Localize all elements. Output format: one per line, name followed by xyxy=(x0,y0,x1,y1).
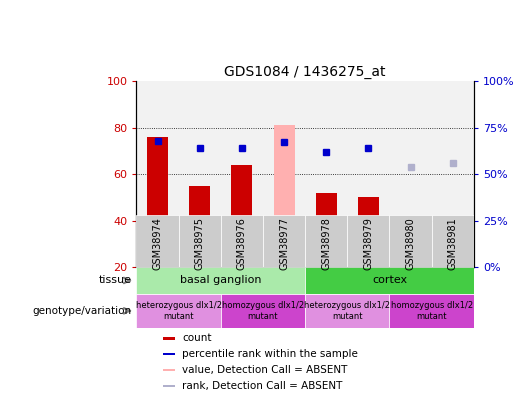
Bar xyxy=(136,294,221,328)
Bar xyxy=(221,294,305,328)
Bar xyxy=(389,215,432,267)
Bar xyxy=(305,81,347,267)
Bar xyxy=(442,244,464,267)
Text: GSM38974: GSM38974 xyxy=(152,217,163,270)
Bar xyxy=(136,215,179,267)
Text: genotype/variation: genotype/variation xyxy=(32,306,131,316)
Text: homozygous dlx1/2
mutant: homozygous dlx1/2 mutant xyxy=(390,301,473,320)
Bar xyxy=(316,193,337,267)
Bar xyxy=(163,369,175,371)
Text: heterozygous dlx1/2
mutant: heterozygous dlx1/2 mutant xyxy=(304,301,390,320)
Text: GSM38981: GSM38981 xyxy=(448,217,458,270)
Bar xyxy=(179,215,221,267)
Bar xyxy=(163,353,175,356)
Bar xyxy=(347,215,389,267)
Title: GDS1084 / 1436275_at: GDS1084 / 1436275_at xyxy=(225,64,386,79)
Text: GSM38976: GSM38976 xyxy=(237,217,247,270)
Text: tissue: tissue xyxy=(98,275,131,286)
Bar xyxy=(347,81,389,267)
Bar xyxy=(358,198,379,267)
Text: count: count xyxy=(182,333,212,343)
Text: percentile rank within the sample: percentile rank within the sample xyxy=(182,349,358,359)
Bar xyxy=(305,267,474,294)
Bar xyxy=(221,81,263,267)
Bar xyxy=(389,294,474,328)
Text: heterozygous dlx1/2
mutant: heterozygous dlx1/2 mutant xyxy=(135,301,221,320)
Text: GSM38978: GSM38978 xyxy=(321,217,331,270)
Text: GSM38979: GSM38979 xyxy=(364,217,373,270)
Bar xyxy=(136,81,179,267)
Bar xyxy=(263,81,305,267)
Bar xyxy=(305,294,389,328)
Bar xyxy=(305,215,347,267)
Text: cortex: cortex xyxy=(372,275,407,286)
Bar xyxy=(179,81,221,267)
Text: homozygous dlx1/2
mutant: homozygous dlx1/2 mutant xyxy=(222,301,304,320)
Bar xyxy=(231,165,252,267)
Bar xyxy=(389,81,432,267)
Bar xyxy=(221,215,263,267)
Text: rank, Detection Call = ABSENT: rank, Detection Call = ABSENT xyxy=(182,381,342,391)
Bar xyxy=(273,125,295,267)
Text: basal ganglion: basal ganglion xyxy=(180,275,262,286)
Bar xyxy=(263,215,305,267)
Bar xyxy=(189,186,210,267)
Bar xyxy=(432,81,474,267)
Bar xyxy=(147,137,168,267)
Text: GSM38975: GSM38975 xyxy=(195,217,205,270)
Bar xyxy=(163,337,175,339)
Text: value, Detection Call = ABSENT: value, Detection Call = ABSENT xyxy=(182,365,348,375)
Bar xyxy=(136,267,305,294)
Text: GSM38980: GSM38980 xyxy=(405,217,416,270)
Bar xyxy=(163,385,175,387)
Bar xyxy=(400,249,421,267)
Text: GSM38977: GSM38977 xyxy=(279,217,289,270)
Bar xyxy=(432,215,474,267)
